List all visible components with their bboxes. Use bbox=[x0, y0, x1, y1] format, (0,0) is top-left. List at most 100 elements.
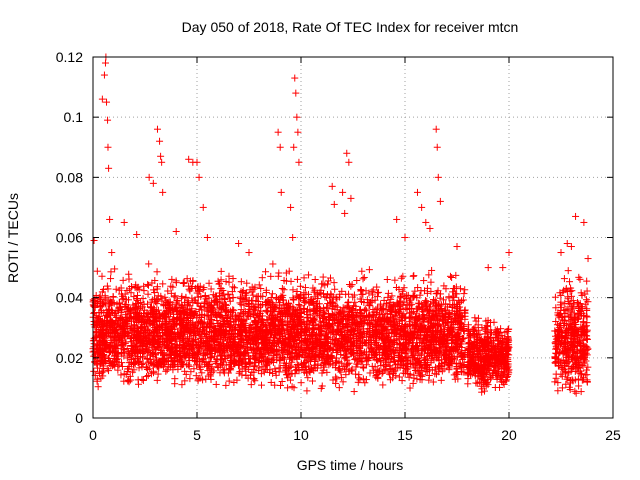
data-point bbox=[164, 287, 172, 295]
data-point bbox=[148, 304, 156, 312]
data-point bbox=[318, 369, 326, 377]
data-point bbox=[301, 284, 309, 292]
data-point bbox=[231, 284, 239, 292]
data-point bbox=[409, 379, 417, 387]
data-point bbox=[410, 292, 418, 300]
data-point bbox=[491, 383, 499, 391]
data-point bbox=[355, 371, 363, 379]
data-point bbox=[358, 290, 366, 298]
data-point bbox=[94, 383, 102, 391]
data-points bbox=[89, 53, 592, 397]
data-point bbox=[212, 380, 220, 388]
data-point bbox=[460, 290, 468, 298]
data-point bbox=[366, 369, 374, 377]
data-point bbox=[249, 291, 257, 299]
data-point bbox=[456, 285, 464, 293]
data-point bbox=[330, 279, 338, 287]
data-point bbox=[153, 268, 161, 276]
data-point bbox=[323, 303, 331, 311]
data-point bbox=[278, 378, 286, 386]
data-point bbox=[414, 299, 422, 307]
data-point bbox=[410, 293, 418, 301]
data-point bbox=[365, 266, 373, 274]
data-point bbox=[303, 387, 311, 395]
data-point bbox=[298, 364, 306, 372]
data-point bbox=[180, 279, 188, 287]
data-point bbox=[362, 376, 370, 384]
data-point bbox=[359, 375, 367, 383]
data-point bbox=[199, 376, 207, 384]
data-point bbox=[138, 375, 146, 383]
data-point bbox=[144, 290, 152, 298]
data-point bbox=[185, 362, 193, 370]
data-point bbox=[181, 367, 189, 375]
data-point bbox=[198, 369, 206, 377]
data-point bbox=[192, 372, 200, 380]
data-point bbox=[225, 278, 233, 286]
data-point bbox=[153, 376, 161, 384]
data-point bbox=[205, 294, 213, 302]
data-point bbox=[331, 285, 339, 293]
data-point bbox=[125, 270, 133, 278]
data-point bbox=[437, 376, 445, 384]
data-point bbox=[127, 289, 135, 297]
data-point bbox=[297, 379, 305, 387]
data-point bbox=[171, 375, 179, 383]
data-point bbox=[347, 282, 355, 290]
data-point bbox=[107, 275, 115, 283]
data-point bbox=[178, 381, 186, 389]
data-point bbox=[151, 277, 159, 285]
data-point bbox=[339, 378, 347, 386]
data-point bbox=[267, 272, 275, 280]
data-point bbox=[275, 368, 283, 376]
data-point bbox=[427, 278, 435, 286]
data-point bbox=[144, 280, 152, 288]
data-point bbox=[360, 273, 368, 281]
data-point bbox=[282, 269, 290, 277]
data-point bbox=[391, 276, 399, 284]
data-point bbox=[285, 267, 293, 275]
data-point bbox=[217, 267, 225, 275]
data-point bbox=[452, 369, 460, 377]
data-point bbox=[309, 377, 317, 385]
data-point bbox=[359, 275, 367, 283]
data-point bbox=[277, 382, 285, 390]
data-point bbox=[300, 274, 308, 282]
data-point bbox=[368, 288, 376, 296]
data-point bbox=[140, 287, 148, 295]
data-point bbox=[145, 260, 153, 268]
data-point bbox=[119, 276, 127, 284]
data-point bbox=[350, 388, 358, 396]
data-point bbox=[100, 285, 108, 293]
data-point bbox=[373, 293, 381, 301]
data-point bbox=[225, 377, 233, 385]
data-point bbox=[293, 275, 301, 283]
data-point bbox=[409, 272, 417, 280]
data-point bbox=[220, 369, 228, 377]
data-point bbox=[143, 300, 151, 308]
data-point bbox=[490, 318, 498, 326]
data-point bbox=[373, 283, 381, 291]
data-point bbox=[445, 293, 453, 301]
data-point bbox=[353, 277, 361, 285]
data-point bbox=[278, 284, 286, 292]
data-point bbox=[288, 383, 296, 391]
data-point bbox=[162, 367, 170, 375]
data-point bbox=[333, 375, 341, 383]
data-point bbox=[257, 284, 265, 292]
data-point bbox=[90, 367, 98, 375]
data-point bbox=[135, 380, 143, 388]
data-point bbox=[243, 279, 251, 287]
data-point bbox=[284, 384, 292, 392]
data-point bbox=[310, 315, 318, 323]
data-point bbox=[429, 378, 437, 386]
data-point bbox=[445, 366, 453, 374]
data-point bbox=[112, 285, 120, 293]
data-point bbox=[383, 276, 391, 284]
data-point bbox=[268, 290, 276, 298]
data-point bbox=[263, 297, 271, 305]
data-point bbox=[319, 273, 327, 281]
data-point bbox=[187, 326, 195, 334]
data-point bbox=[420, 354, 428, 362]
